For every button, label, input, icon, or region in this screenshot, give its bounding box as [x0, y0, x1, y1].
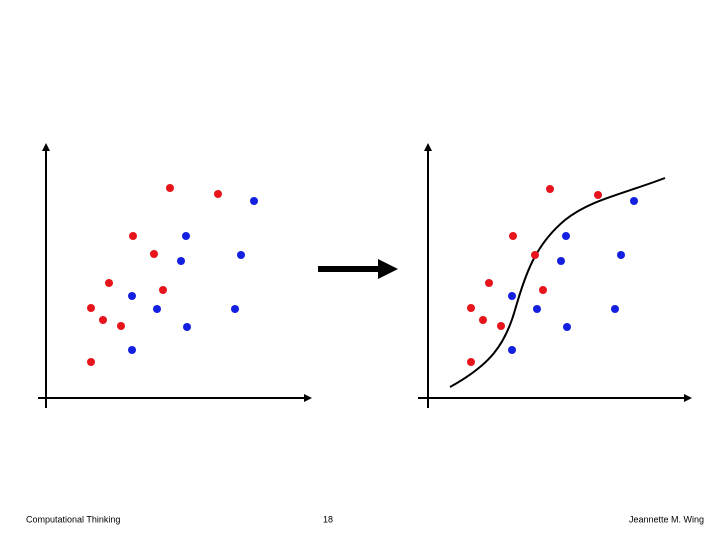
point: [562, 232, 570, 240]
point: [237, 251, 245, 259]
blue-points: [128, 197, 258, 354]
point: [231, 305, 239, 313]
point: [617, 251, 625, 259]
point: [150, 250, 158, 258]
point: [250, 197, 258, 205]
point: [87, 304, 95, 312]
point: [129, 232, 137, 240]
red-points: [467, 185, 602, 366]
point: [485, 279, 493, 287]
point: [467, 358, 475, 366]
point: [531, 251, 539, 259]
point: [166, 184, 174, 192]
point: [117, 322, 125, 330]
point: [539, 286, 547, 294]
right-plot: [418, 143, 692, 408]
point: [611, 305, 619, 313]
footer-right: Jeannette M. Wing: [629, 514, 704, 524]
decision-curve: [449, 177, 666, 388]
point: [99, 316, 107, 324]
point: [546, 185, 554, 193]
point: [557, 257, 565, 265]
point: [87, 358, 95, 366]
point: [497, 322, 505, 330]
point: [630, 197, 638, 205]
point: [183, 323, 191, 331]
point: [105, 279, 113, 287]
blue-points: [508, 197, 638, 354]
red-points: [87, 184, 222, 366]
point: [508, 292, 516, 300]
point: [128, 346, 136, 354]
point: [533, 305, 541, 313]
transition-arrow: [318, 259, 398, 279]
left-plot: [38, 143, 312, 408]
point: [467, 304, 475, 312]
page-number: 18: [323, 514, 333, 524]
point: [509, 232, 517, 240]
point: [563, 323, 571, 331]
point: [508, 346, 516, 354]
point: [182, 232, 190, 240]
arrow-shaft: [318, 266, 380, 272]
point: [177, 257, 185, 265]
point: [128, 292, 136, 300]
point: [214, 190, 222, 198]
footer-left: Computational Thinking: [26, 514, 120, 524]
point: [153, 305, 161, 313]
point: [159, 286, 167, 294]
point: [479, 316, 487, 324]
arrow-head: [378, 259, 398, 279]
point: [594, 191, 602, 199]
